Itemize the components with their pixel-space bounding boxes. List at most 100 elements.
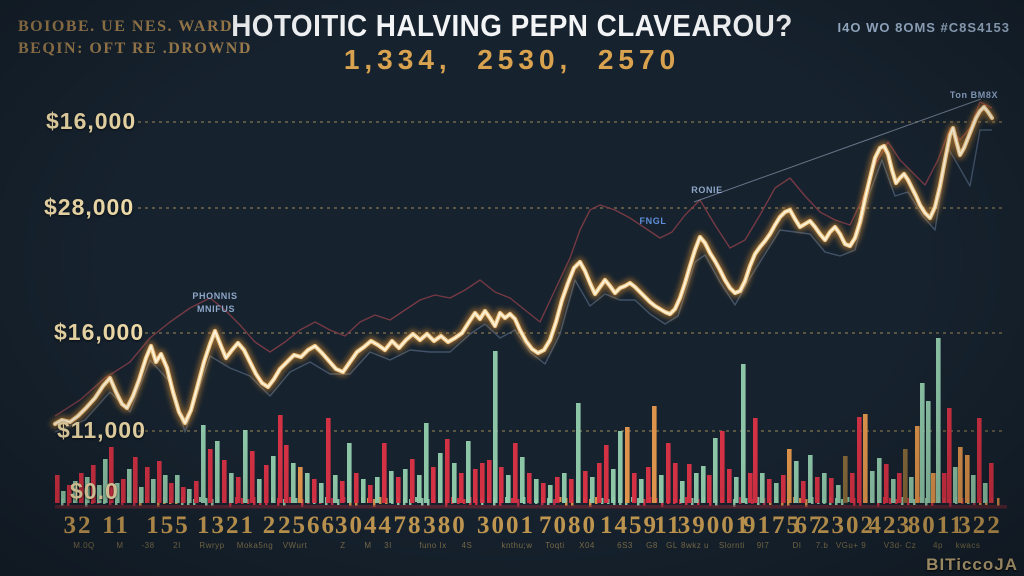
tick-strip-mark: [889, 498, 892, 504]
x-axis-sub-label: kwacs: [955, 541, 981, 550]
x-axis-sub-label: 4S: [461, 541, 473, 550]
volume-bar: [222, 460, 227, 503]
volume-bar: [965, 455, 970, 503]
volume-bar: [208, 449, 213, 503]
header-left-caption: BOIOBE. UE NES. WARD BEQIN: OFT RE .DROW…: [18, 16, 252, 59]
volume-bar: [652, 406, 657, 503]
trendline: [693, 98, 982, 203]
volume-bar: [760, 473, 765, 503]
volume-bar: [794, 461, 799, 503]
x-axis-sub-label: 6S3: [617, 541, 633, 550]
volume-bar: [781, 475, 786, 503]
volume-bar: [109, 447, 114, 503]
volume-bar: [857, 417, 862, 503]
subtitle-numbers: 1,334, 2530, 2570: [343, 44, 681, 75]
volume-bar: [687, 464, 692, 503]
volume-bar: [438, 453, 443, 503]
tick-strip-mark: [913, 499, 916, 505]
volume-bar: [694, 473, 699, 503]
x-axis-sub-label: -38: [141, 541, 155, 550]
volume-bar: [989, 463, 994, 503]
tick-strip-mark: [247, 499, 250, 504]
volume-bar: [891, 479, 896, 503]
volume-bar: [55, 475, 60, 503]
volume-bar: [127, 469, 132, 503]
volume-bar: [520, 457, 525, 503]
tick-strip-mark: [685, 497, 688, 505]
volume-bar: [499, 467, 504, 503]
x-axis-sub-label: GL: [666, 541, 678, 550]
x-axis-sub-label: G8: [646, 541, 658, 550]
tick-strip-mark: [799, 498, 802, 503]
volume-bar: [403, 469, 408, 503]
volume-bar: [903, 449, 908, 503]
volume-bar: [424, 423, 429, 503]
volume-bar: [597, 463, 602, 503]
x-axis-label: 2: [262, 512, 278, 539]
volume-bar: [787, 449, 792, 503]
volume-bar: [368, 485, 373, 503]
tick-strip-mark: [691, 498, 694, 505]
volume-bar: [774, 483, 779, 503]
x-axis-label: 2566: [278, 512, 336, 539]
volume-bar: [319, 483, 324, 503]
volume-bar: [977, 418, 982, 503]
tick-strip-mark: [337, 499, 340, 505]
upper-band-line: [54, 101, 993, 417]
volume-bar: [243, 430, 248, 503]
volume-bar: [618, 431, 623, 503]
volume-bar: [909, 477, 914, 503]
tick-strip-mark: [289, 497, 292, 503]
volume-bar: [920, 383, 925, 503]
tick-strip-mark: [907, 498, 910, 505]
volume-bar: [61, 491, 66, 503]
watermark-logo: BITiccoJA: [926, 555, 1018, 574]
x-axis-sub-label: Z: [340, 541, 346, 550]
tick-strip-mark: [739, 497, 742, 504]
x-axis-label: 78: [393, 512, 423, 539]
volume-bar: [157, 461, 162, 503]
chart-annotation: FNGL: [639, 216, 667, 226]
volume-bar: [361, 479, 366, 503]
x-axis-sub-label: 7.b: [815, 541, 829, 550]
volume-bar: [971, 475, 976, 503]
volume-bar: [611, 469, 616, 503]
volume-bar: [389, 471, 394, 503]
tick-strip-mark: [841, 499, 844, 505]
volume-bar: [815, 477, 820, 503]
page-title: HOTOITIC HALVING PEPN CLAVEAROU?: [231, 8, 793, 43]
x-axis-label: 11: [654, 512, 682, 539]
x-axis-sub-label: Rwryp: [199, 541, 225, 550]
header-left-line2: BEQIN: OFT RE .DROWND: [18, 39, 252, 57]
x-axis-label: 1321: [197, 512, 255, 539]
x-axis-label: 3044: [335, 512, 393, 539]
tick-strip-mark: [373, 499, 376, 507]
volume-bar: [459, 473, 464, 503]
volume-bar: [576, 403, 581, 503]
chart-annotation: Ton BM8X: [949, 90, 999, 100]
chart-annotation: PHONNIS: [192, 291, 238, 301]
x-axis-sub-label: 8wkz u: [681, 541, 709, 550]
volume-bar: [897, 473, 902, 503]
header-right-caption: I4O WO 8OMS #C8S4153: [837, 20, 1010, 35]
volume-bar: [452, 463, 457, 503]
volume-bar: [354, 473, 359, 503]
volume-bar: [877, 458, 882, 503]
x-axis-sub-label: Toqti: [545, 541, 565, 550]
volume-bar: [680, 481, 685, 503]
volume-bar: [163, 475, 168, 503]
x-axis-label: 32: [63, 512, 93, 539]
volume-bar: [326, 418, 331, 503]
volume-bar: [487, 460, 492, 503]
volume-bar: [836, 485, 841, 503]
volume-bar: [298, 467, 303, 503]
volume-bar: [953, 467, 958, 503]
volume-bar: [187, 489, 192, 503]
x-axis-label: 7080: [539, 512, 597, 539]
volume-bar: [201, 425, 206, 503]
volume-bar: [115, 483, 120, 503]
volume-bar: [734, 477, 739, 503]
volume-bar: [870, 471, 875, 503]
